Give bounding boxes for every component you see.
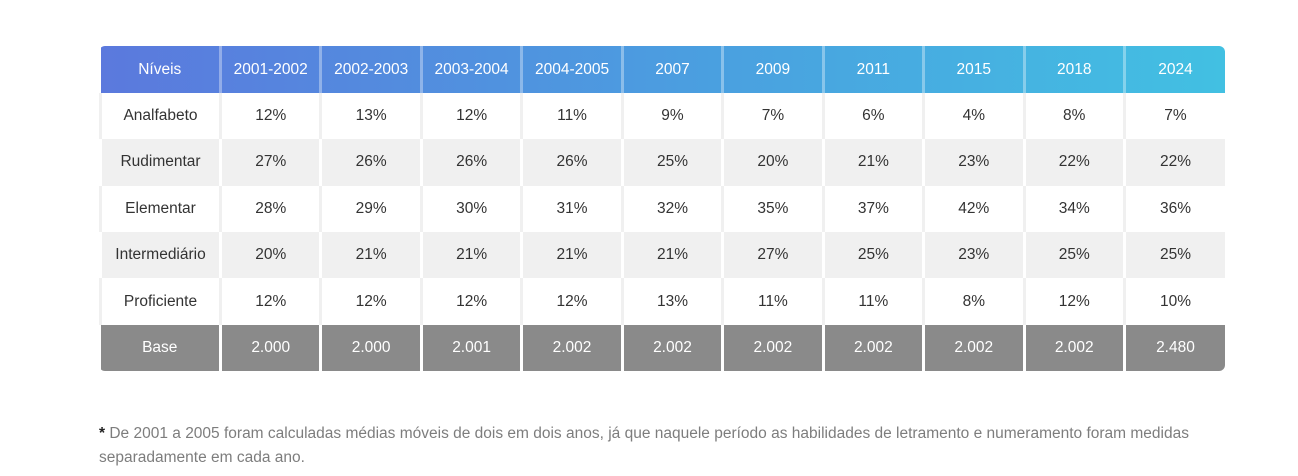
table-cell: 10% <box>1122 278 1225 325</box>
table-cell: 28% <box>218 185 321 232</box>
table-cell: 20% <box>721 139 824 186</box>
table-cell: 11% <box>520 93 623 140</box>
header-cell: 2015 <box>922 46 1024 93</box>
row-label: Elementar <box>99 185 221 232</box>
base-cell: 2.000 <box>319 324 422 371</box>
base-cell: 2.002 <box>821 324 924 371</box>
table-cell: 25% <box>1022 231 1125 279</box>
base-cell: 2.002 <box>922 324 1024 371</box>
table-cell: 36% <box>1122 185 1225 232</box>
row-label: Intermediário <box>99 231 221 279</box>
header-cell: 2004-2005 <box>520 46 623 93</box>
table-cell: 23% <box>922 139 1024 186</box>
table-cell: 29% <box>319 185 422 232</box>
table-cell: 12% <box>1022 278 1125 325</box>
table-cell: 12% <box>218 278 321 325</box>
table-row: Analfabeto 12% 13% 12% 11% 9% 7% 6% 4% 8… <box>99 93 1225 140</box>
header-cell: 2002-2003 <box>319 46 422 93</box>
table-cell: 22% <box>1122 139 1225 186</box>
table-row: Intermediário 20% 21% 21% 21% 21% 27% 25… <box>99 231 1225 279</box>
base-cell: 2.480 <box>1122 324 1225 371</box>
table-cell: 32% <box>620 185 723 232</box>
table-cell: 11% <box>721 278 824 325</box>
table-cell: 9% <box>620 93 723 140</box>
table-cell: 21% <box>520 231 623 279</box>
literacy-levels-table-container: Níveis 2001-2002 2002-2003 2003-2004 200… <box>99 46 1225 371</box>
table-cell: 13% <box>620 278 723 325</box>
table-cell: 25% <box>620 139 723 186</box>
table-cell: 21% <box>620 231 723 279</box>
table-cell: 7% <box>1122 93 1225 140</box>
header-cell: 2007 <box>620 46 723 93</box>
base-cell: 2.002 <box>721 324 824 371</box>
table-cell: 6% <box>821 93 924 140</box>
base-cell: 2.002 <box>520 324 623 371</box>
table-cell: 22% <box>1022 139 1125 186</box>
table-cell: 25% <box>821 231 924 279</box>
header-cell: Níveis <box>138 60 182 78</box>
base-cell: 2.001 <box>419 324 522 371</box>
table-cell: 12% <box>419 278 522 325</box>
table-cell: 13% <box>319 93 422 140</box>
base-label: Base <box>100 324 221 371</box>
table-cell: 34% <box>1022 185 1125 232</box>
base-cell: 2.002 <box>620 324 723 371</box>
table-cell: 27% <box>721 231 824 279</box>
base-cell: 2.002 <box>1022 324 1125 371</box>
table-cell: 12% <box>520 278 623 325</box>
table-cell: 12% <box>419 93 522 140</box>
table-cell: 8% <box>1022 93 1125 140</box>
footnote-marker: * <box>99 424 106 442</box>
literacy-levels-table: Níveis 2001-2002 2002-2003 2003-2004 200… <box>99 46 1225 371</box>
header-cell: 2001-2002 <box>218 46 321 93</box>
table-cell: 26% <box>520 139 623 186</box>
table-cell: 26% <box>319 139 422 186</box>
footnote: * De 2001 a 2005 foram calculadas médias… <box>99 422 1229 470</box>
table-row: Elementar 28% 29% 30% 31% 32% 35% 37% 42… <box>99 185 1225 232</box>
row-label: Analfabeto <box>99 93 221 140</box>
table-header-row: Níveis 2001-2002 2002-2003 2003-2004 200… <box>100 46 1225 93</box>
table-cell: 21% <box>419 231 522 279</box>
table-cell: 8% <box>922 278 1024 325</box>
table-cell: 12% <box>218 93 321 140</box>
header-cell: 2009 <box>721 46 824 93</box>
table-cell: 7% <box>721 93 824 140</box>
header-cell: 2011 <box>821 46 924 93</box>
table-cell: 11% <box>821 278 924 325</box>
table-cell: 21% <box>319 231 422 279</box>
table-cell: 37% <box>821 185 924 232</box>
table-cell: 35% <box>721 185 824 232</box>
table-cell: 42% <box>922 185 1024 232</box>
table-cell: 4% <box>922 93 1024 140</box>
table-row: Proficiente 12% 12% 12% 12% 13% 11% 11% … <box>99 278 1225 325</box>
table-cell: 26% <box>419 139 522 186</box>
header-cell: 2018 <box>1022 46 1125 93</box>
table-cell: 12% <box>319 278 422 325</box>
table-cell: 31% <box>520 185 623 232</box>
table-cell: 20% <box>218 231 321 279</box>
table-row: Rudimentar 27% 26% 26% 26% 25% 20% 21% 2… <box>99 139 1225 186</box>
table-cell: 23% <box>922 231 1024 279</box>
table-cell: 21% <box>821 139 924 186</box>
base-cell: 2.000 <box>218 324 321 371</box>
header-cell: 2003-2004 <box>419 46 522 93</box>
footnote-text: De 2001 a 2005 foram calculadas médias m… <box>99 424 1189 466</box>
table-cell: 30% <box>419 185 522 232</box>
row-label: Rudimentar <box>99 139 221 186</box>
base-row: Base 2.000 2.000 2.001 2.002 2.002 2.002… <box>100 324 1225 371</box>
row-label: Proficiente <box>99 278 221 325</box>
table-cell: 27% <box>218 139 321 186</box>
header-cell: 2024 <box>1122 46 1225 93</box>
table-cell: 25% <box>1122 231 1225 279</box>
